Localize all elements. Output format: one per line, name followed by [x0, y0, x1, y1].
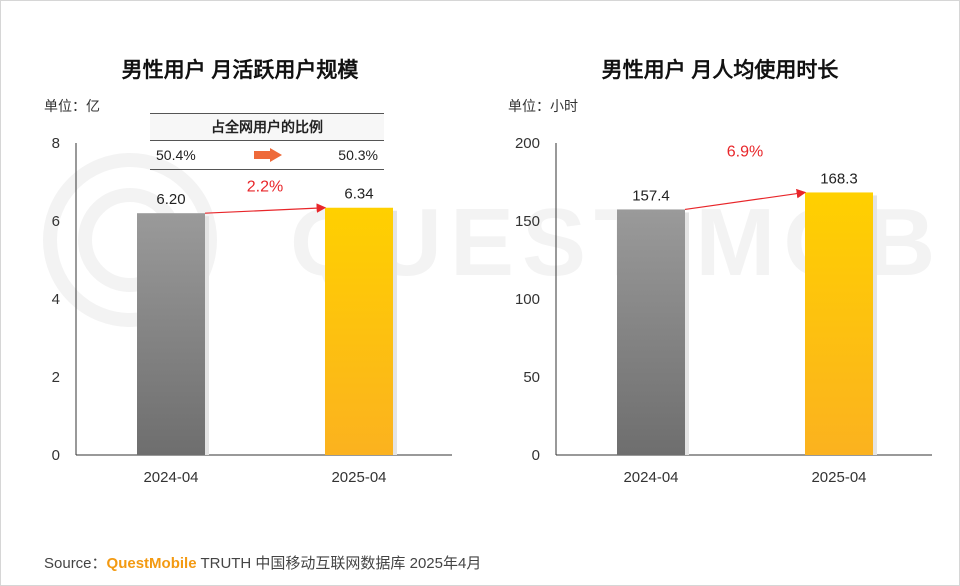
bar-2025-04 [325, 207, 393, 455]
chart-1-title: 男性用户 月活跃用户规模 [121, 59, 359, 82]
y-tick-label: 2 [52, 369, 60, 386]
growth-arrow-line [204, 203, 327, 214]
x-tick-label: 2024-04 [623, 469, 678, 486]
y-tick-label: 100 [515, 291, 540, 308]
source-prefix: Source： [44, 555, 107, 572]
source-brand: QuestMobile [106, 555, 197, 572]
bar-value-label: 6.20 [156, 191, 185, 208]
bar-2025-04 [805, 192, 873, 455]
y-tick-label: 0 [532, 447, 540, 464]
source-rest: TRUTH 中国移动互联网数据库 2025年4月 [196, 555, 482, 572]
bar-value-label: 6.34 [344, 186, 373, 203]
y-tick-label: 4 [52, 291, 60, 308]
share-from-value: 50.4% [156, 147, 196, 163]
right-arrow-icon [254, 148, 282, 162]
y-tick-label: 6 [52, 213, 60, 230]
x-tick-label: 2025-04 [811, 469, 866, 486]
chart-2-unit: 单位：小时 [508, 98, 578, 114]
source-note: Source：QuestMobile TRUTH 中国移动互联网数据库 2025… [44, 552, 481, 573]
share-to-value: 50.3% [338, 147, 378, 163]
x-tick-label: 2025-04 [331, 469, 386, 486]
growth-label: 2.2% [247, 179, 283, 196]
y-tick-label: 150 [515, 213, 540, 230]
chart-2-title: 男性用户 月人均使用时长 [601, 59, 839, 82]
bar-value-label: 157.4 [632, 187, 670, 204]
y-tick-label: 8 [52, 135, 60, 152]
share-table-row: 50.4% 50.3% [150, 141, 384, 170]
x-tick-label: 2024-04 [143, 469, 198, 486]
share-table-header: 占全网用户的比例 [150, 113, 384, 141]
growth-arrow-line [684, 188, 807, 211]
bar-2024-04 [617, 209, 685, 455]
growth-label: 6.9% [727, 143, 763, 160]
share-table: 占全网用户的比例 50.4% 50.3% [150, 113, 384, 170]
y-tick-label: 200 [515, 135, 540, 152]
bar-value-label: 168.3 [820, 170, 858, 187]
chart-1-unit: 单位：亿 [44, 98, 100, 114]
y-tick-label: 0 [52, 447, 60, 464]
bar-2024-04 [137, 213, 205, 455]
y-tick-label: 50 [523, 369, 540, 386]
